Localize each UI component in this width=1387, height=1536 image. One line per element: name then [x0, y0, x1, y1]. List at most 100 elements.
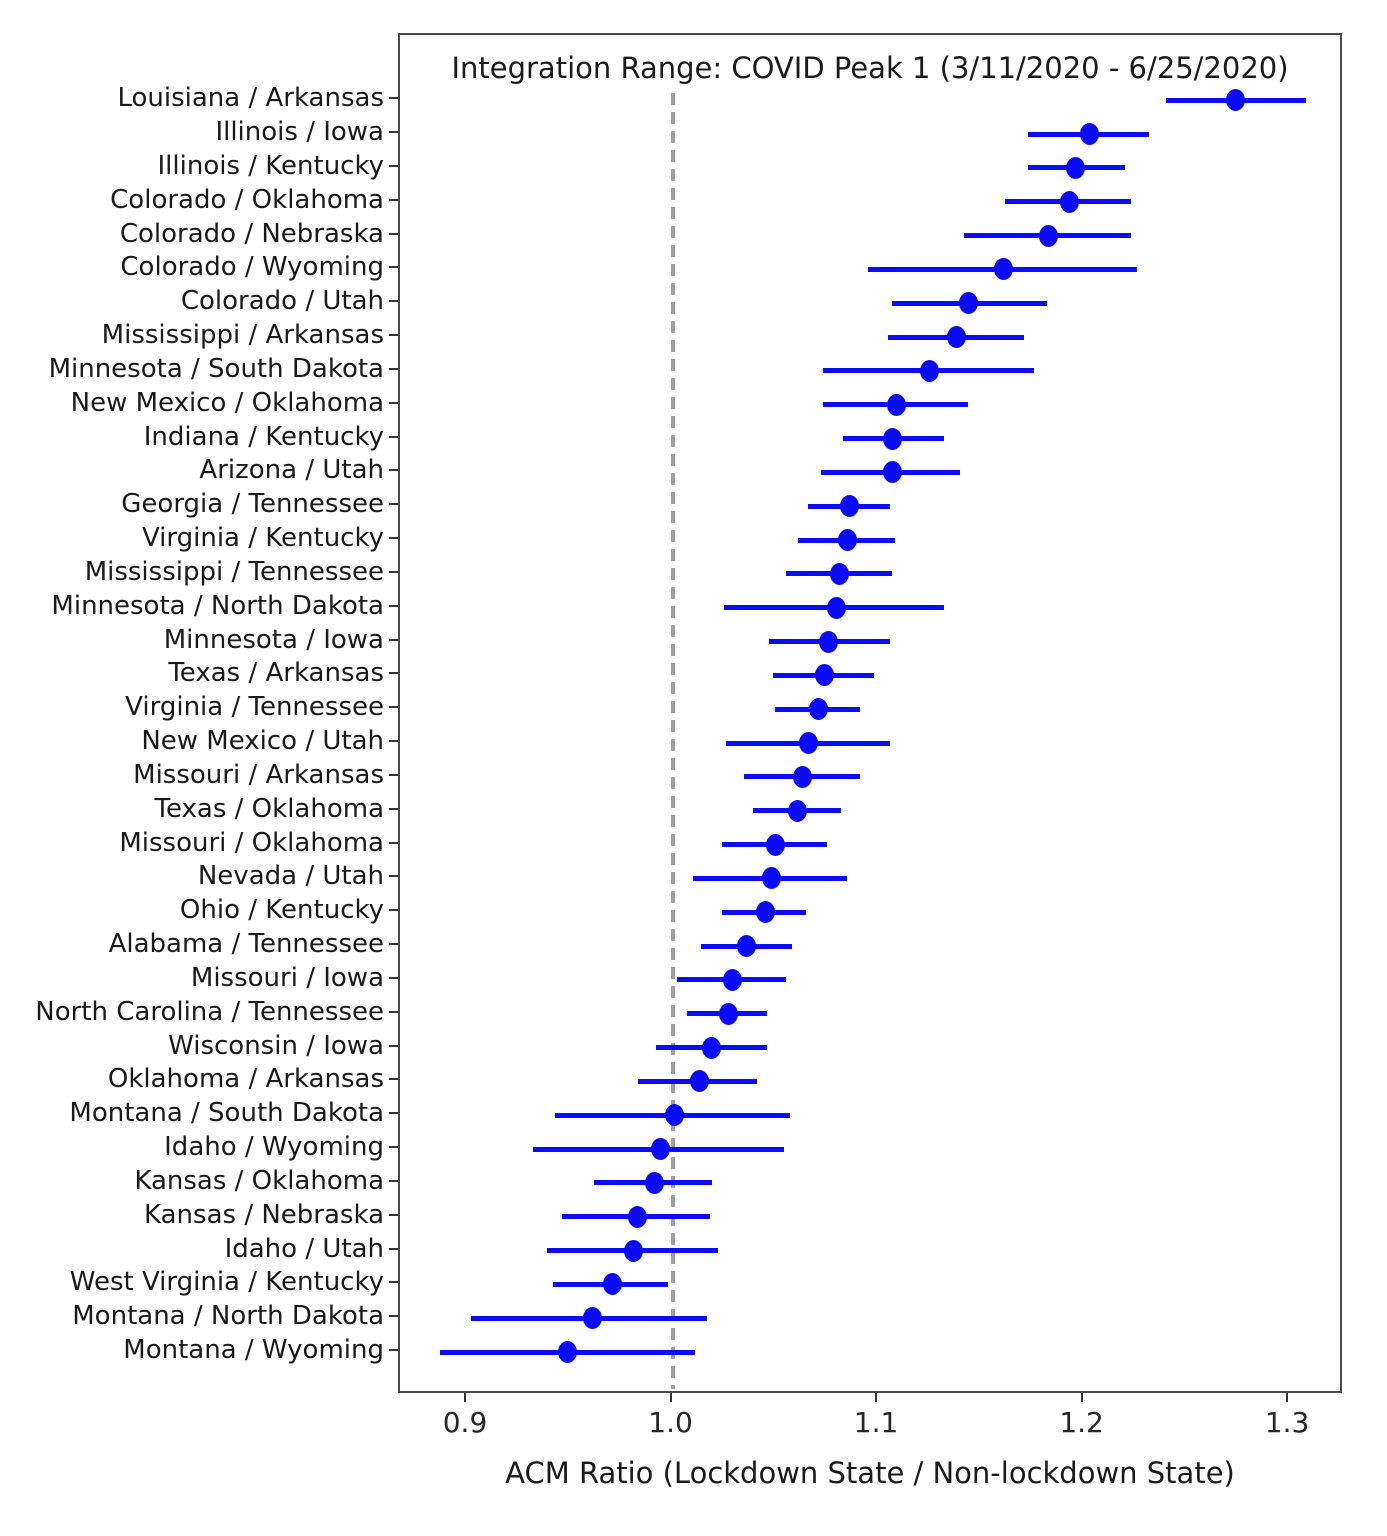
- row-label: Idaho / Utah: [224, 1233, 384, 1264]
- row-label: Minnesota / Iowa: [163, 624, 384, 655]
- y-tick-mark: [389, 401, 398, 404]
- y-axis-labels: Louisiana / Arkansas Illinois / Iowa Illin…: [0, 0, 390, 1536]
- x-tick-mark: [1080, 1393, 1083, 1402]
- x-tick-mark: [464, 1393, 466, 1402]
- y-tick-mark: [389, 300, 398, 303]
- data-point: [808, 698, 828, 721]
- y-tick-mark: [389, 841, 398, 844]
- y-tick-mark: [389, 773, 398, 776]
- row-label: Kansas / Oklahoma: [134, 1165, 384, 1196]
- data-point: [788, 799, 808, 822]
- data-point: [882, 461, 902, 484]
- data-point: [722, 968, 742, 991]
- data-point: [737, 935, 757, 958]
- x-tick-mark: [875, 1393, 878, 1402]
- row-label: Colorado / Utah: [180, 286, 384, 317]
- y-tick-mark: [389, 131, 398, 134]
- y-tick-mark: [389, 1247, 398, 1250]
- row-label: New Mexico / Utah: [141, 726, 384, 757]
- data-point: [702, 1036, 722, 1059]
- row-label: Missouri / Oklahoma: [119, 827, 384, 858]
- y-tick-mark: [389, 503, 398, 506]
- row-label: Missouri / Iowa: [190, 962, 384, 993]
- row-label: Mississippi / Arkansas: [101, 320, 384, 351]
- data-point: [919, 359, 939, 382]
- data-point: [946, 326, 966, 349]
- y-tick-mark: [389, 435, 398, 438]
- x-tick-label: 1.1: [853, 1406, 899, 1439]
- y-tick-mark: [389, 909, 398, 912]
- y-tick-mark: [389, 1112, 398, 1115]
- y-tick-mark: [389, 1315, 398, 1318]
- row-label: Colorado / Wyoming: [120, 252, 384, 283]
- x-tick-label: 0.9: [442, 1406, 488, 1439]
- data-point: [1059, 190, 1079, 213]
- row-label: Montana / South Dakota: [69, 1098, 384, 1129]
- y-tick-mark: [389, 1179, 398, 1182]
- data-point: [837, 529, 857, 552]
- y-tick-mark: [389, 1213, 398, 1216]
- row-label: Louisiana / Arkansas: [117, 83, 384, 114]
- data-point: [827, 596, 847, 619]
- row-label: Oklahoma / Arkansas: [107, 1064, 384, 1095]
- y-tick-mark: [389, 638, 398, 641]
- data-point: [993, 258, 1013, 281]
- data-point: [792, 765, 812, 788]
- row-label: Wisconsin / Iowa: [168, 1030, 384, 1061]
- data-point: [689, 1070, 709, 1093]
- row-label: Georgia / Tennessee: [121, 489, 384, 520]
- x-tick-label: 1.2: [1059, 1406, 1104, 1439]
- y-tick-mark: [389, 97, 398, 100]
- data-point: [718, 1002, 738, 1025]
- chart-title: Integration Range: COVID Peak 1 (3/11/20…: [451, 51, 1289, 85]
- data-point: [623, 1239, 643, 1262]
- y-tick-mark: [389, 604, 398, 607]
- row-label: Virginia / Kentucky: [141, 523, 384, 554]
- row-label: Texas / Arkansas: [168, 658, 384, 689]
- data-point: [603, 1273, 623, 1296]
- data-point: [798, 732, 818, 755]
- y-tick-mark: [389, 1044, 398, 1047]
- data-point: [887, 393, 907, 416]
- row-label: Ohio / Kentucky: [179, 895, 384, 926]
- y-tick-mark: [389, 367, 398, 370]
- row-label: Missouri / Arkansas: [133, 759, 384, 790]
- y-tick-mark: [389, 570, 398, 573]
- data-point: [882, 427, 902, 450]
- y-tick-mark: [389, 706, 398, 709]
- data-point: [1039, 224, 1059, 247]
- data-point: [644, 1171, 664, 1194]
- row-label: Montana / North Dakota: [72, 1301, 384, 1332]
- y-tick-mark: [389, 334, 398, 337]
- row-label: Illinois / Iowa: [215, 117, 384, 148]
- y-tick-mark: [389, 232, 398, 235]
- row-label: Mississippi / Tennessee: [84, 556, 384, 587]
- x-tick-label: 1.3: [1264, 1406, 1310, 1439]
- row-label: Virginia / Tennessee: [125, 692, 384, 723]
- x-tick-label: 1.0: [648, 1406, 693, 1439]
- reference-line-1-0: [670, 93, 675, 1389]
- y-tick-mark: [389, 807, 398, 810]
- y-tick-mark: [389, 1349, 398, 1351]
- row-label: Minnesota / North Dakota: [51, 590, 384, 621]
- y-tick-mark: [389, 1078, 398, 1081]
- row-label: North Carolina / Tennessee: [35, 996, 384, 1027]
- row-label: Colorado / Nebraska: [119, 218, 384, 249]
- data-point: [650, 1138, 670, 1161]
- row-label: Illinois / Kentucky: [157, 150, 385, 181]
- data-point: [819, 630, 839, 653]
- y-tick-mark: [389, 537, 398, 540]
- row-label: New Mexico / Oklahoma: [70, 387, 384, 418]
- row-label: Nevada / Utah: [197, 861, 384, 892]
- row-label: Texas / Oklahoma: [154, 793, 384, 824]
- data-point: [829, 562, 849, 585]
- row-label: Montana / Wyoming: [123, 1335, 384, 1365]
- x-tick-mark: [669, 1393, 672, 1402]
- y-tick-mark: [389, 1010, 398, 1013]
- y-tick-mark: [389, 976, 398, 979]
- row-label: Arizona / Utah: [199, 455, 384, 486]
- data-point: [761, 867, 781, 890]
- row-label: Minnesota / South Dakota: [48, 353, 384, 384]
- y-tick-mark: [389, 266, 398, 269]
